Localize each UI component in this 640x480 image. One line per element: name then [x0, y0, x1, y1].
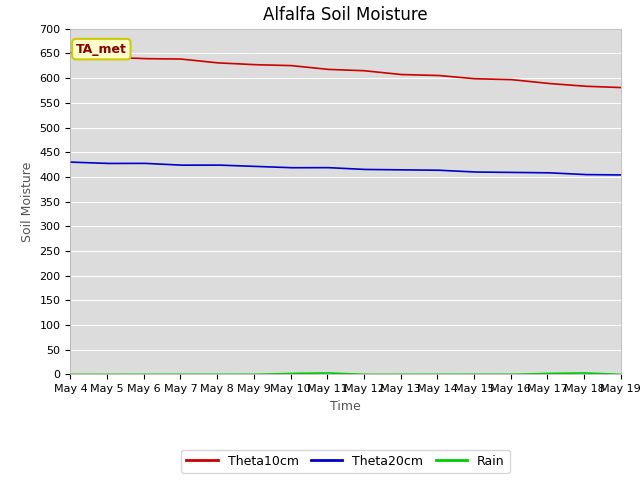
- Theta10cm: [246, 61, 253, 67]
- Rain: [285, 371, 292, 376]
- Theta10cm: [464, 75, 472, 81]
- Theta20cm: [285, 165, 292, 170]
- Rain: [132, 372, 140, 377]
- Theta20cm: [132, 160, 140, 166]
- Y-axis label: Soil Moisture: Soil Moisture: [21, 161, 34, 242]
- Line: Theta10cm: Theta10cm: [70, 52, 621, 87]
- Rain: [246, 372, 253, 377]
- Theta20cm: [413, 167, 420, 173]
- Rain: [414, 372, 422, 377]
- Rain: [67, 372, 74, 377]
- Text: TA_met: TA_met: [76, 43, 127, 56]
- Rain: [323, 370, 331, 376]
- Line: Rain: Rain: [70, 373, 621, 374]
- Theta10cm: [617, 84, 625, 90]
- Title: Alfalfa Soil Moisture: Alfalfa Soil Moisture: [263, 6, 428, 24]
- Theta10cm: [132, 56, 140, 61]
- Theta10cm: [413, 72, 420, 78]
- Theta20cm: [67, 159, 74, 165]
- Theta10cm: [67, 49, 74, 55]
- Theta10cm: [467, 75, 474, 81]
- Theta20cm: [464, 169, 472, 175]
- X-axis label: Time: Time: [330, 400, 361, 413]
- Rain: [617, 372, 625, 377]
- Rain: [468, 372, 476, 377]
- Theta20cm: [246, 163, 253, 169]
- Theta10cm: [285, 62, 292, 68]
- Legend: Theta10cm, Theta20cm, Rain: Theta10cm, Theta20cm, Rain: [181, 450, 510, 473]
- Theta20cm: [617, 172, 625, 178]
- Theta20cm: [467, 169, 474, 175]
- Rain: [465, 372, 473, 377]
- Line: Theta20cm: Theta20cm: [70, 162, 621, 175]
